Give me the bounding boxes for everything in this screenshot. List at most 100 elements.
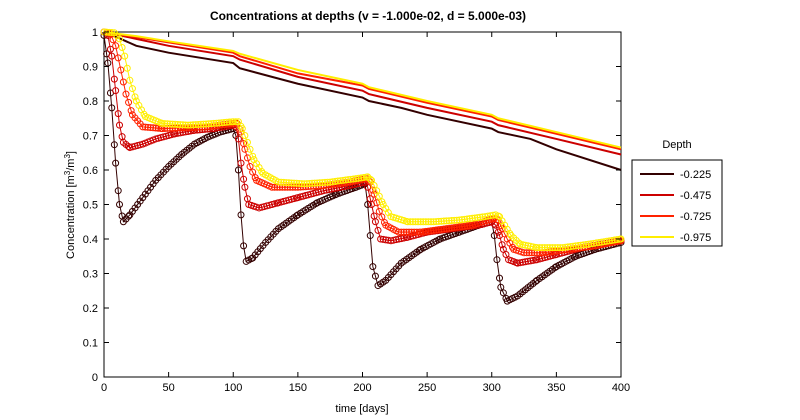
- data-point: [490, 232, 498, 240]
- data-point: [400, 228, 408, 236]
- data-point: [577, 241, 585, 249]
- legend-label: -0.475: [680, 190, 711, 202]
- data-point: [326, 178, 334, 186]
- data-point: [373, 199, 381, 207]
- chart-title: Concentrations at depths (v = -1.000e-02…: [210, 9, 526, 23]
- data-point: [158, 119, 166, 127]
- data-point: [489, 211, 497, 219]
- data-point: [533, 244, 541, 252]
- data-point: [116, 201, 124, 208]
- data-point: [289, 183, 297, 191]
- data-point: [249, 168, 257, 176]
- y-tick-label: 0.9: [83, 62, 98, 74]
- data-point: [524, 257, 532, 265]
- y-tick-label: 0.8: [83, 96, 98, 108]
- data-point: [437, 217, 445, 225]
- data-point: [108, 104, 116, 112]
- data-point: [529, 256, 537, 264]
- data-point: [453, 223, 461, 231]
- y-tick-label: 0.5: [83, 200, 98, 212]
- data-point: [281, 183, 289, 191]
- data-point: [285, 179, 293, 187]
- data-point: [337, 177, 345, 185]
- data-point: [455, 216, 463, 224]
- data-point: [355, 174, 363, 182]
- data-point: [241, 145, 249, 153]
- data-point: [404, 218, 412, 226]
- data-point: [371, 218, 379, 226]
- data-point: [371, 272, 379, 280]
- data-point: [519, 241, 527, 249]
- data-point: [545, 248, 553, 256]
- data-point: [402, 228, 410, 236]
- data-point: [373, 187, 381, 195]
- data-point: [223, 118, 231, 126]
- data-point: [445, 217, 453, 225]
- data-point: [212, 119, 220, 127]
- data-point: [295, 179, 303, 187]
- data-point: [494, 228, 502, 236]
- data-point: [276, 183, 284, 191]
- data-point: [308, 179, 316, 187]
- data-point: [521, 241, 529, 249]
- data-point: [524, 242, 532, 250]
- data-point: [352, 175, 360, 183]
- data-point: [294, 183, 302, 191]
- data-point: [516, 240, 524, 248]
- y-tick-label: 0.4: [83, 234, 98, 246]
- y-axis-label-exponent: 3: [63, 170, 72, 175]
- plot-area: 0 50 100 150 200 250 300 350 400 0 0.1 0.2 0.3 0.4 0.…: [83, 27, 630, 394]
- data-point: [458, 216, 466, 224]
- x-tick-label: 350: [547, 382, 565, 394]
- data-point: [306, 179, 314, 187]
- data-point: [546, 244, 554, 252]
- x-axis: 0 50 100 150 200 250 300 350 400: [101, 32, 630, 394]
- data-point: [122, 90, 130, 98]
- x-tick-label: 250: [418, 382, 436, 394]
- data-point: [197, 120, 205, 128]
- data-point: [339, 176, 347, 184]
- data-point: [174, 120, 182, 128]
- legend-label: -0.225: [680, 169, 711, 181]
- data-point: [443, 225, 451, 233]
- data-point: [161, 120, 169, 128]
- data-point: [554, 244, 562, 252]
- data-point: [550, 247, 558, 255]
- data-point: [189, 121, 197, 129]
- data-point: [127, 107, 135, 115]
- data-point: [366, 175, 374, 183]
- data-point: [471, 214, 479, 222]
- data-point: [417, 218, 425, 226]
- data-point: [349, 175, 357, 183]
- data-point: [277, 178, 285, 186]
- data-point: [525, 249, 533, 257]
- data-point: [249, 152, 257, 160]
- x-tick-label: 200: [353, 382, 371, 394]
- data-point: [298, 180, 306, 188]
- legend-items: -0.225 -0.475 -0.725 -0.975: [640, 169, 711, 244]
- data-point: [497, 283, 505, 291]
- data-point: [466, 215, 474, 223]
- data-point: [215, 119, 223, 127]
- data-point: [567, 243, 575, 251]
- data-point: [463, 215, 471, 223]
- y-tick-label: 0.2: [83, 303, 98, 315]
- data-point: [117, 66, 125, 74]
- x-tick-label: 300: [483, 382, 501, 394]
- data-point: [179, 121, 187, 129]
- data-point: [192, 121, 200, 129]
- data-point: [364, 201, 372, 208]
- data-point: [114, 187, 122, 195]
- data-point: [561, 243, 569, 251]
- data-point: [109, 36, 117, 44]
- y-axis: 0 0.1 0.2 0.3 0.4 0.5 0.6 0.7 0.8 0.9 1: [83, 27, 621, 384]
- data-point: [139, 123, 147, 131]
- data-point: [125, 98, 133, 106]
- data-point: [536, 244, 544, 252]
- data-point: [608, 236, 616, 244]
- x-tick-label: 400: [612, 382, 630, 394]
- data-point: [313, 179, 321, 187]
- data-point: [585, 240, 593, 248]
- data-point: [112, 159, 120, 167]
- data-point: [541, 244, 549, 252]
